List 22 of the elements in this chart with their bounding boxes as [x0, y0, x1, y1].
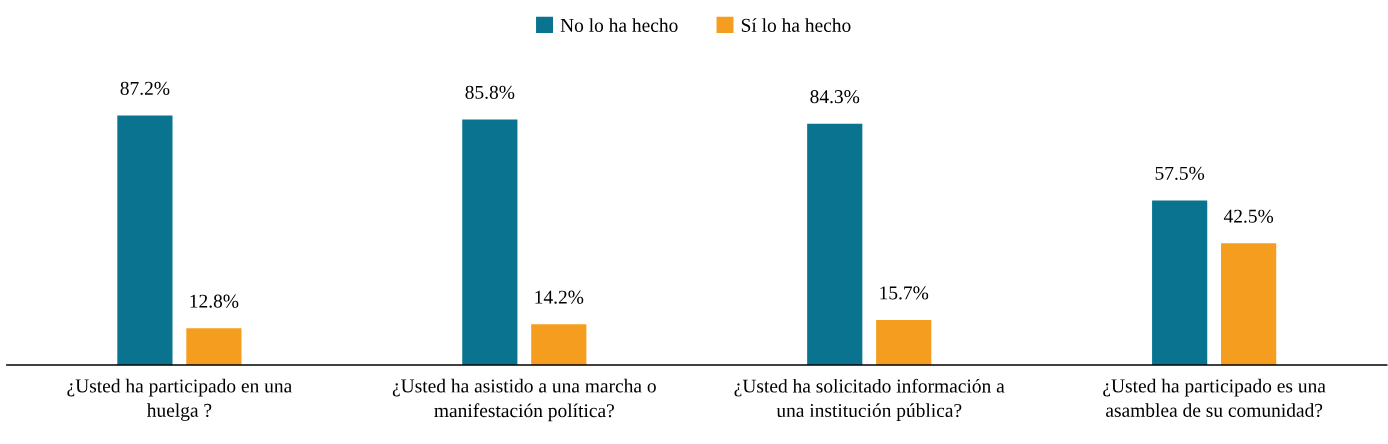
data-label: 85.8%: [465, 85, 515, 99]
data-label: 42.5%: [1223, 209, 1274, 223]
bar: [876, 320, 932, 365]
bar: [462, 119, 518, 365]
data-label: 12.8%: [190, 294, 239, 308]
legend-label: No lo ha hecho: [560, 18, 678, 32]
bar: [1152, 200, 1208, 365]
data-label: 57.5%: [1155, 166, 1205, 180]
bar: [807, 123, 863, 365]
data-label: 87.2%: [120, 81, 170, 95]
data-label: 84.3%: [810, 90, 860, 104]
data-label: 14.2%: [535, 290, 584, 304]
bar: [531, 324, 587, 365]
x-tick-label: ¿Usted ha asistido a una marcha o manifestación política?: [392, 378, 656, 422]
x-tick-label: ¿Usted ha participado es una asamblea de su comunidad?: [1103, 378, 1326, 418]
legend-label: Sí lo ha hecho: [741, 18, 851, 32]
bar: [1221, 243, 1277, 365]
x-tick-label: ¿Usted ha solicitado información a una institución pública?: [734, 378, 1005, 421]
x-tick-label: ¿Usted ha participado en una huelga ?: [67, 378, 292, 421]
bar: [186, 328, 242, 365]
bar: [117, 115, 173, 365]
data-label: 15.7%: [880, 286, 929, 300]
